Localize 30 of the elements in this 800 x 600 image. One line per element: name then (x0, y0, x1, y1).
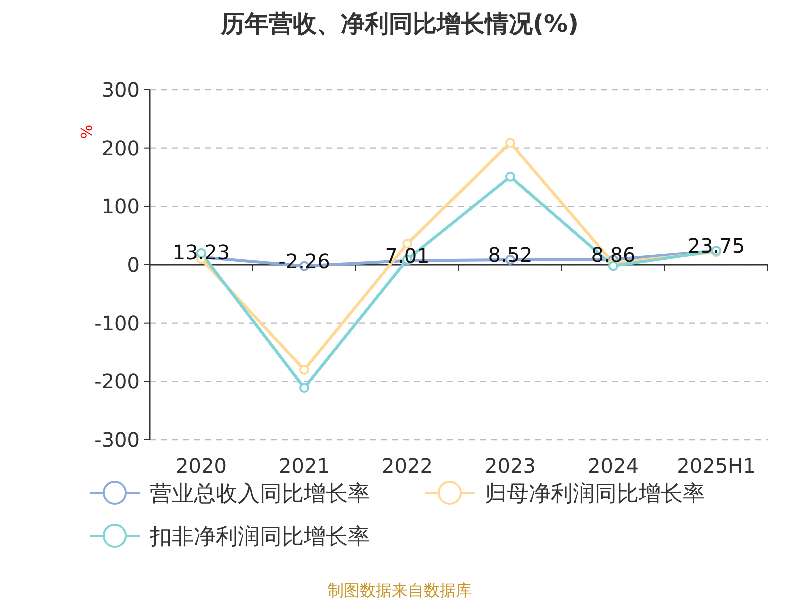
point (506, 172, 516, 182)
y-tick-label: 100 (102, 194, 140, 219)
y-tick-label: 200 (102, 136, 140, 160)
y-tick-label: -100 (94, 311, 140, 336)
data-label: -2.26 (278, 249, 330, 274)
legend-label: 扣非净利润同比增长率 (149, 525, 370, 550)
x-tick-label: 2020 (176, 454, 227, 478)
y-tick-label: -300 (94, 428, 140, 452)
y-tick-label: -200 (94, 370, 140, 394)
legend-label: 营业总收入同比增长率 (150, 482, 370, 507)
y-axis-title: % (78, 124, 96, 140)
y-tick-label: 0 (127, 253, 140, 277)
data-label: 7.01 (385, 244, 430, 268)
point (300, 383, 310, 394)
data-label: 23.75 (688, 234, 746, 258)
text: 制图数据来自数据库 (328, 581, 472, 600)
data-label: 8.52 (488, 243, 533, 268)
x-tick-label: 2023 (485, 454, 536, 478)
x-tick-label: 2021 (279, 454, 330, 478)
x-tick-label: 2025H1 (677, 454, 756, 478)
chart-title: 历年营收、净利同比增长情况(%) (220, 10, 579, 38)
data-label: 8.86 (591, 242, 636, 267)
x-tick-label: 2024 (588, 454, 639, 478)
point (300, 365, 310, 375)
point (402, 239, 412, 249)
data-label: 13.23 (172, 240, 230, 264)
y-tick-label: 300 (102, 78, 140, 102)
x-tick-label: 2022 (382, 454, 433, 478)
point (506, 138, 516, 148)
legend-label: 归母净利润同比增长率 (485, 482, 705, 507)
